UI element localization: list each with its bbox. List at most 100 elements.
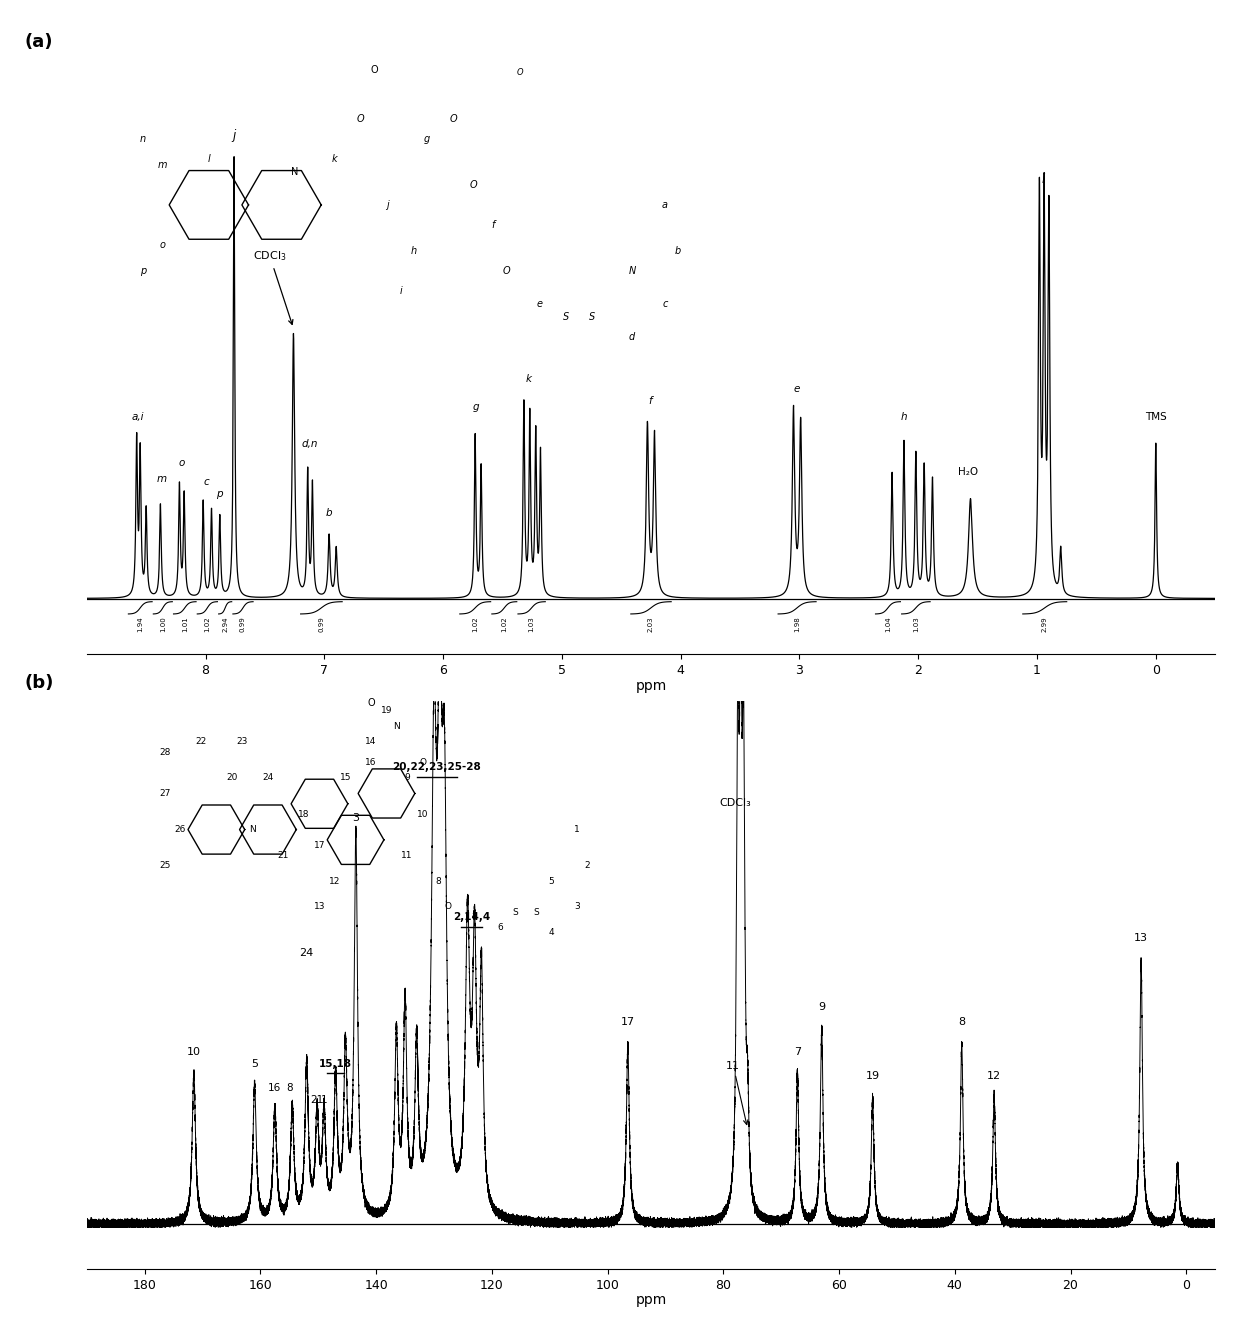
Text: 18: 18 [299, 809, 310, 818]
Text: 20: 20 [226, 773, 238, 783]
Text: j: j [386, 200, 388, 210]
Text: f: f [491, 219, 495, 230]
Text: 15,18: 15,18 [319, 1059, 352, 1068]
Text: O: O [450, 114, 458, 124]
Text: 8: 8 [286, 1083, 293, 1092]
Text: g: g [474, 402, 480, 412]
Text: 10: 10 [417, 809, 428, 818]
Text: h: h [900, 411, 908, 422]
Text: 1.01: 1.01 [182, 616, 187, 632]
Text: 1.98: 1.98 [794, 616, 800, 632]
Text: e: e [537, 299, 542, 309]
Text: (a): (a) [25, 33, 53, 52]
Text: 25: 25 [159, 861, 170, 870]
Text: 1: 1 [321, 1095, 327, 1105]
Text: S: S [563, 312, 569, 323]
Text: e: e [794, 383, 800, 394]
Text: 9: 9 [404, 773, 410, 783]
Text: 12: 12 [987, 1071, 1001, 1080]
Text: 2: 2 [585, 861, 590, 870]
Text: 11: 11 [402, 851, 413, 859]
Text: 26: 26 [175, 825, 186, 834]
Text: c: c [203, 477, 210, 486]
Text: CDCl$_3$: CDCl$_3$ [253, 250, 293, 324]
Text: k: k [331, 153, 337, 164]
Text: N: N [629, 266, 636, 276]
Text: 3: 3 [574, 903, 580, 911]
Text: d,n: d,n [301, 439, 319, 449]
X-axis label: ppm: ppm [635, 678, 667, 693]
Text: d: d [629, 332, 635, 342]
Text: i: i [399, 286, 402, 296]
Text: S: S [533, 907, 539, 916]
Text: 8: 8 [959, 1017, 965, 1027]
Text: O: O [470, 180, 477, 190]
Text: l: l [207, 153, 211, 164]
Text: 4: 4 [548, 928, 554, 937]
Text: O: O [357, 114, 365, 124]
Text: 1.03: 1.03 [913, 616, 919, 632]
Text: 6: 6 [497, 923, 502, 932]
Text: 11: 11 [727, 1060, 748, 1125]
Text: O: O [502, 266, 510, 276]
Text: 7: 7 [794, 1047, 801, 1056]
Text: 21: 21 [310, 1095, 324, 1105]
Text: 17: 17 [314, 841, 325, 850]
Text: 0.99: 0.99 [241, 616, 246, 632]
Text: 21: 21 [278, 851, 289, 859]
Text: 14: 14 [366, 738, 377, 747]
Text: h: h [410, 246, 417, 256]
Text: (b): (b) [25, 674, 55, 693]
Text: 24: 24 [300, 948, 314, 958]
Text: O: O [419, 758, 427, 767]
Text: 12: 12 [330, 876, 341, 886]
Text: O: O [516, 69, 523, 77]
Text: 9: 9 [818, 1002, 826, 1011]
Text: 24: 24 [263, 773, 274, 783]
Text: m: m [156, 473, 166, 484]
Text: p: p [217, 489, 223, 500]
Text: a: a [662, 200, 668, 210]
Text: j: j [232, 130, 236, 143]
Text: c: c [662, 299, 667, 309]
Text: 27: 27 [159, 789, 170, 798]
Text: 15: 15 [340, 773, 351, 783]
Text: 1.02: 1.02 [472, 616, 479, 632]
Text: o: o [179, 459, 185, 468]
Text: N: N [291, 167, 299, 177]
Text: 0.99: 0.99 [319, 616, 325, 632]
Text: 20,22,23,25-28: 20,22,23,25-28 [393, 763, 481, 772]
Text: O: O [367, 698, 374, 707]
Text: 17: 17 [621, 1017, 635, 1027]
Text: 19: 19 [866, 1071, 879, 1080]
Text: 19: 19 [381, 706, 392, 715]
Text: TMS: TMS [1145, 411, 1167, 422]
Text: 13: 13 [314, 903, 325, 911]
Text: b: b [326, 508, 332, 518]
Text: CDCl₃: CDCl₃ [719, 798, 750, 808]
Text: i: i [1042, 173, 1044, 185]
Text: 3: 3 [352, 813, 360, 824]
Text: m: m [157, 160, 167, 171]
Text: p: p [140, 266, 146, 276]
Text: 2.99: 2.99 [1042, 616, 1048, 632]
Text: 8: 8 [435, 876, 441, 886]
Text: N: N [249, 825, 255, 834]
Text: 2.03: 2.03 [649, 616, 653, 632]
Text: 1.02: 1.02 [501, 616, 507, 632]
Text: g: g [424, 134, 430, 144]
Text: O: O [371, 65, 378, 75]
Text: 13: 13 [1135, 933, 1148, 943]
Text: 16: 16 [268, 1083, 281, 1092]
Text: 1.03: 1.03 [528, 616, 534, 632]
Text: b: b [675, 246, 681, 256]
Text: 2.94: 2.94 [222, 616, 228, 632]
Text: 7: 7 [471, 912, 477, 921]
Text: n: n [140, 134, 146, 144]
Text: 1.04: 1.04 [885, 616, 892, 632]
Text: a,i: a,i [131, 411, 144, 422]
Text: 1.00: 1.00 [160, 616, 166, 632]
Text: S: S [589, 312, 595, 323]
Text: o: o [160, 239, 166, 250]
Text: 28: 28 [159, 748, 170, 756]
